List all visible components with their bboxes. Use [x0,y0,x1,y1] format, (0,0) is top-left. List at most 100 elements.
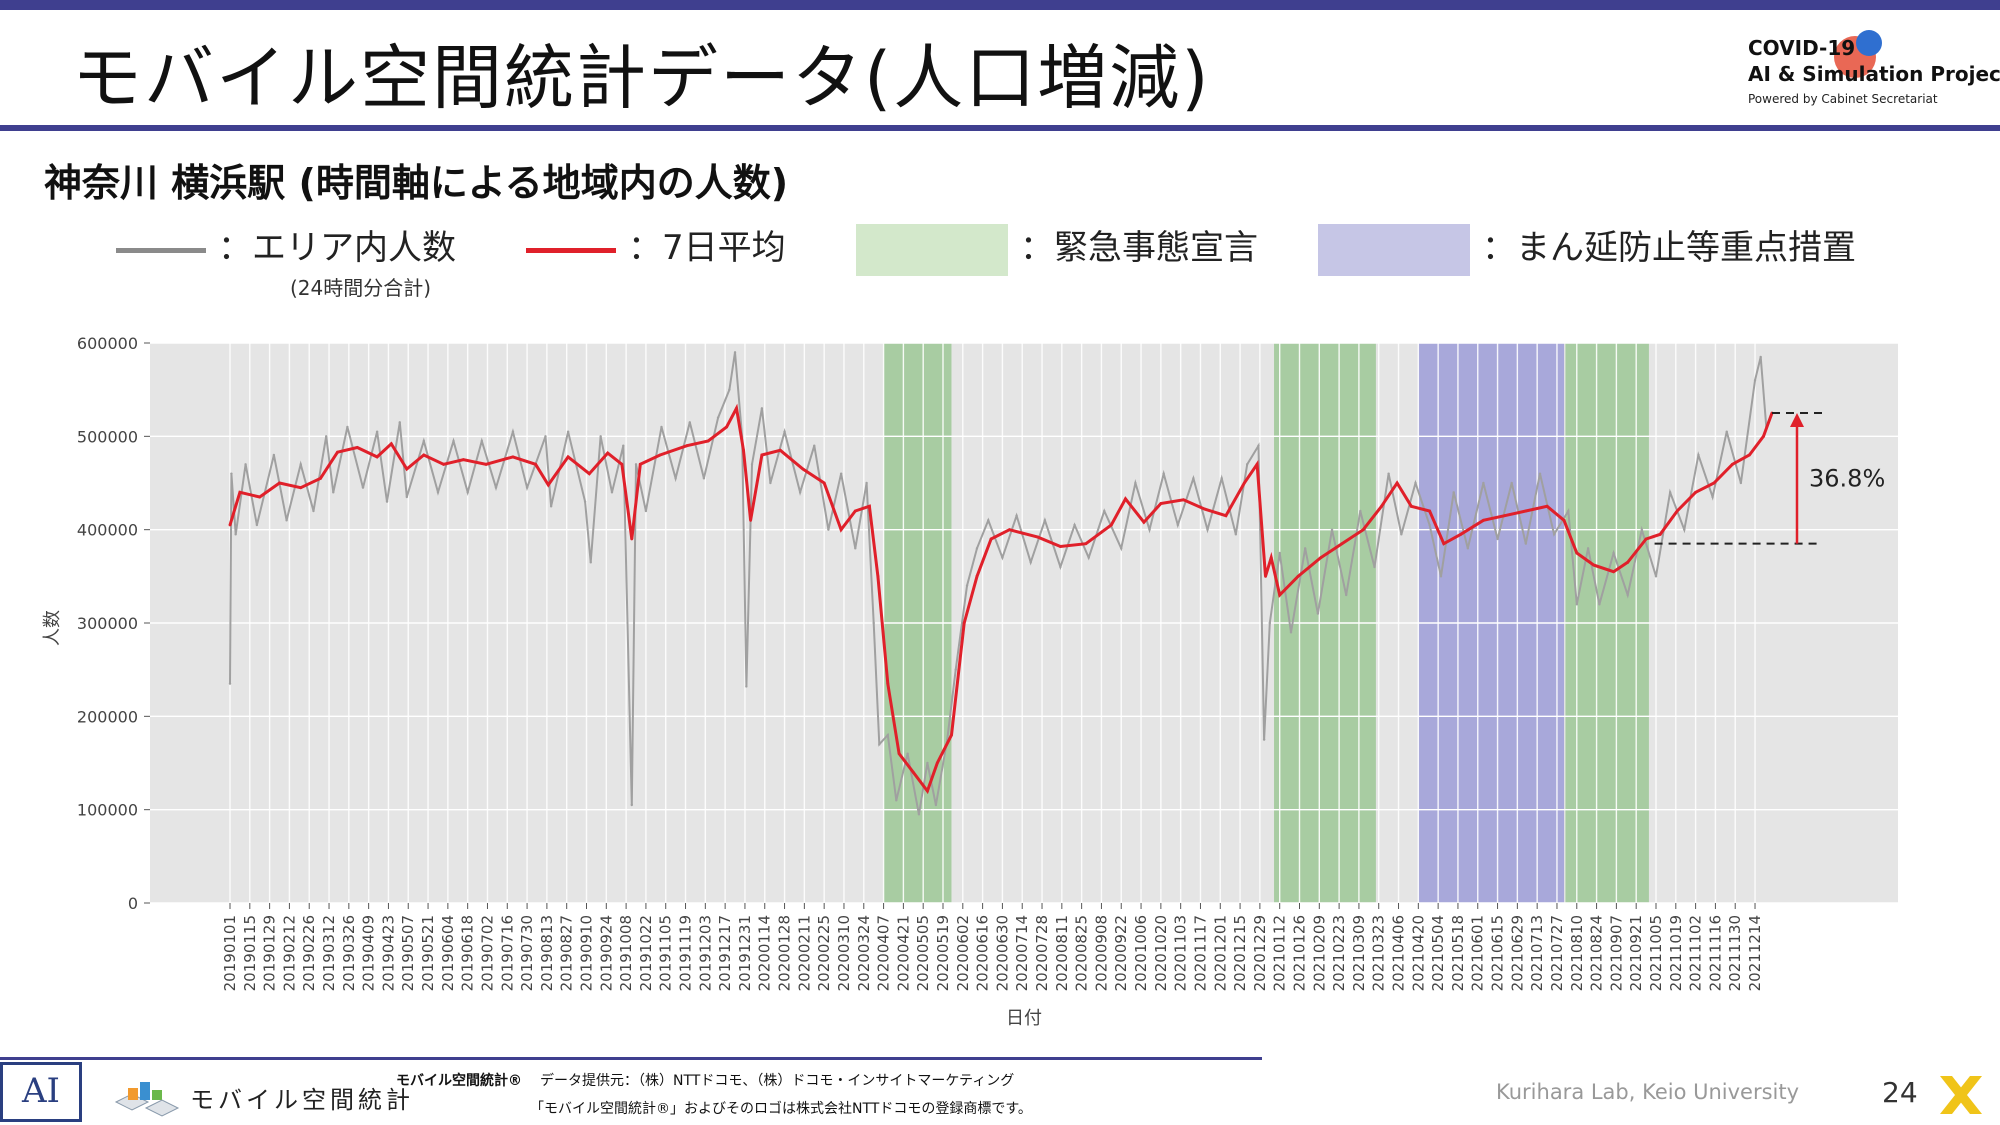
x-tick-label: 20200519 [934,915,952,991]
seven-day-average-point [886,682,890,686]
seven-day-average-point [258,495,262,499]
daily-count-point [895,799,898,802]
seven-day-average-point [1296,574,1300,578]
daily-count-point [1059,565,1062,569]
seven-day-average-point [822,481,826,485]
x-tick-label: 20200211 [795,915,813,991]
seven-day-average-point [1278,593,1282,597]
x-tick-label: 20201103 [1172,915,1190,991]
daily-count-point [1073,523,1076,527]
daily-count-point [934,803,938,807]
daily-count-point [1289,631,1293,634]
logo-line-2: AI & Simulation Project [1748,62,2000,86]
x-tick-label: 20210713 [1528,915,1546,991]
seven-day-average-point [1592,563,1596,567]
daily-count-point [1414,481,1417,485]
y-tick-label: 400000 [77,521,138,540]
credit-brand: モバイル空間統計® [396,1073,522,1089]
seven-day-average-point [299,486,303,490]
x-tick-label: 20201117 [1191,915,1209,991]
seven-day-average-point [1036,535,1040,539]
legend-semi-swatch [1318,224,1470,276]
x-tick-label: 20210420 [1409,915,1427,991]
seven-day-average-point [735,406,738,410]
x-tick-label: 20190813 [538,915,556,991]
daily-count-point [1192,477,1195,480]
daily-count-point [965,584,969,587]
seven-day-average-point [442,462,446,466]
seven-day-average-point [1242,481,1246,485]
population-chart: 20190101 20190115 20190129 20190212 20190226… [42,334,1898,1029]
daily-count-point [511,430,515,433]
seven-day-average-point [935,761,939,765]
daily-count-point [839,472,843,475]
seven-day-average-point [1428,509,1432,513]
x-tick-label: 20210323 [1370,915,1388,991]
x-tick-label: 20200114 [756,915,774,991]
covid-project-logo: COVID-19 AI & Simulation Project Powered… [1748,30,2000,120]
daily-count-point [1683,528,1686,531]
legend-avg-swatch [526,248,616,253]
daily-count-point [1245,463,1249,466]
daily-count-point [813,444,816,447]
x-tick-label: 20190115 [241,915,259,991]
legend-semi-label: ：まん延防止等重点措置 [1482,228,1856,268]
daily-count-point [1575,603,1578,606]
seven-day-average-point [336,450,339,454]
seven-day-average-point [1059,545,1062,548]
daily-count-point [466,491,469,494]
seven-day-average-point [1626,560,1630,564]
daily-count-point [1400,533,1403,536]
y-tick-label: 300000 [77,614,138,633]
x-tick-label: 20200825 [1073,915,1091,991]
daily-count-point [917,813,921,816]
seven-day-average-point [1409,504,1413,508]
daily-count-point [1439,575,1443,578]
daily-count-point [422,439,426,443]
seven-day-average-point [725,425,728,429]
seven-day-average-point [1658,532,1662,536]
daily-count-point [1015,514,1018,517]
seven-day-average-point [1675,509,1679,513]
daily-count-point [398,421,401,424]
daily-count-point [674,477,677,480]
seven-day-average-point [1575,551,1579,555]
daily-count-point [1262,738,1266,741]
daily-count-point [375,430,379,433]
mobile-brand-text: モバイル空間統計 [190,1086,414,1114]
daily-count-point [494,486,498,489]
x-tick-label: 20211214 [1746,915,1764,991]
daily-count-point [566,430,570,433]
daily-count-point [926,761,929,765]
daily-count-point [1043,519,1047,522]
seven-day-average-point [1269,556,1273,560]
x-tick-label: 20190910 [577,915,595,991]
daily-count-point [1087,556,1090,559]
daily-count-point [798,491,802,494]
daily-count-point [1466,547,1470,550]
daily-count-point [728,388,731,391]
seven-day-average-point [1124,497,1127,501]
seven-day-average-point [962,621,966,625]
x-tick-label: 20201215 [1231,915,1249,991]
daily-count-point [745,685,748,688]
x-tick-label: 20190226 [300,915,318,991]
legend-daily-swatch [116,248,206,253]
seven-day-average-point [1442,542,1446,546]
logo-line-3: Powered by Cabinet Secretariat [1748,92,1938,106]
annotation-arrow-head [1790,413,1804,427]
seven-day-average-point [658,453,662,457]
daily-count-point [886,733,890,737]
daily-count-point [1753,379,1757,382]
x-tick-label: 20210810 [1568,915,1586,991]
seven-day-average-line [228,403,1774,795]
daily-count-point [716,416,720,419]
x-tick-label: 20210824 [1588,915,1606,991]
daily-count-point [1162,472,1165,475]
credit-provider: データ提供元：（株）NTTドコモ、（株）ドコモ・インサイトマーケティング [540,1073,1015,1089]
x-tick-label: 20190212 [280,915,298,991]
seven-day-average-point [897,752,901,756]
daily-count-point [1268,621,1271,625]
trademark-note: 「モバイル空間統計®」およびそのロゴは株式会社NTTドコモの登録商標です。 [530,1101,1032,1117]
page-number: 24 [1882,1076,1918,1109]
